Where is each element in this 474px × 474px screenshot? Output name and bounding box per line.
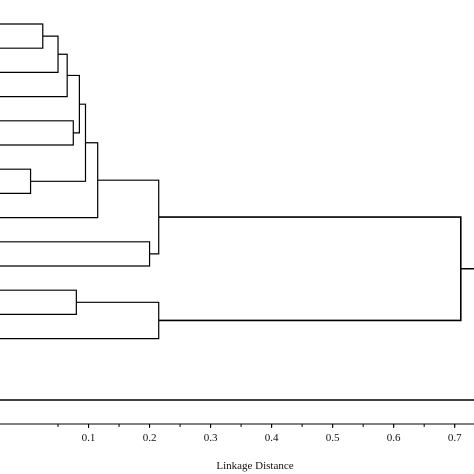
x-tick-label: 0.7 — [448, 432, 462, 444]
dendrogram-link-m1 — [0, 23, 44, 49]
dendrogram-link-m12 — [0, 301, 160, 340]
x-tick-label: 0.4 — [265, 432, 279, 444]
x-tick-label: 0.5 — [326, 432, 340, 444]
x-tick-label: 0.2 — [143, 432, 157, 444]
dendrogram-link-m11 — [0, 289, 77, 315]
dendrogram-link-m7 — [30, 103, 87, 182]
x-axis-label: Linkage Distance — [216, 460, 293, 472]
x-tick-label: 0.3 — [204, 432, 218, 444]
dendrogram-link-m8 — [0, 142, 99, 219]
dendrogram-link-m9 — [0, 241, 151, 267]
dendrogram-link-m3 — [0, 53, 68, 98]
dendrogram-link-m4 — [0, 120, 74, 146]
dendrogram-link-m2 — [0, 35, 59, 73]
dendrogram-link-m6 — [0, 168, 32, 194]
x-tick-label: 0.6 — [387, 432, 401, 444]
x-tick-label: 0.1 — [82, 432, 96, 444]
dendrogram-link-m14 — [0, 267, 474, 401]
dendrogram-link-m13 — [158, 216, 462, 322]
x-axis: 0.1 0.2 0.3 0.4 0.5 0.6 0.7 — [0, 423, 474, 444]
dendrogram-link-m5 — [67, 74, 80, 134]
x-axis-ticks: 0.1 0.2 0.3 0.4 0.5 0.6 0.7 — [57, 424, 462, 444]
dendrogram-links — [0, 23, 474, 401]
